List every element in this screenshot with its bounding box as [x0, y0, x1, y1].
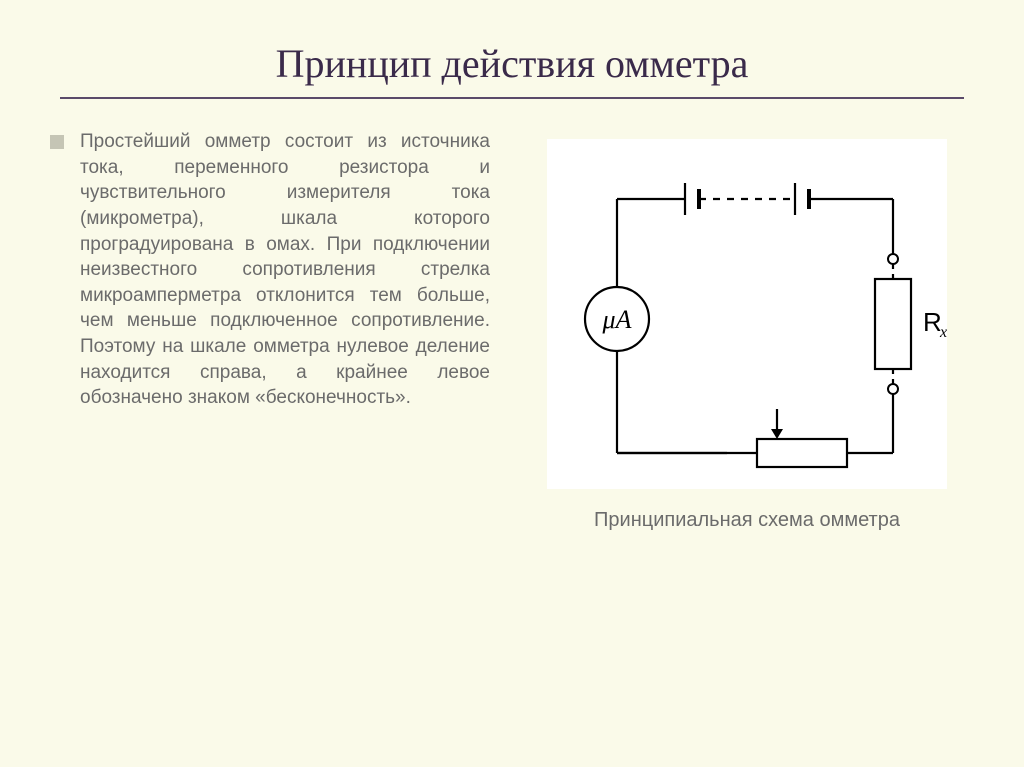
diagram-caption: Принципиальная схема омметра: [594, 509, 900, 532]
svg-text:μA: μA: [602, 305, 632, 334]
svg-text:R: R: [923, 307, 942, 337]
page-title: Принцип действия омметра: [50, 40, 974, 87]
circuit-diagram: μA R x: [547, 139, 947, 489]
body-paragraph: Простейший омметр состоит из источника т…: [80, 129, 490, 411]
text-column: Простейший омметр состоит из источника т…: [50, 129, 490, 532]
svg-text:x: x: [939, 324, 947, 341]
title-underline: [60, 97, 964, 99]
diagram-column: μA R x Принципиальная схема омметра: [520, 129, 974, 532]
slide: Принцип действия омметра Простейший омме…: [0, 0, 1024, 767]
content-row: Простейший омметр состоит из источника т…: [50, 129, 974, 532]
bullet-icon: [50, 135, 64, 149]
